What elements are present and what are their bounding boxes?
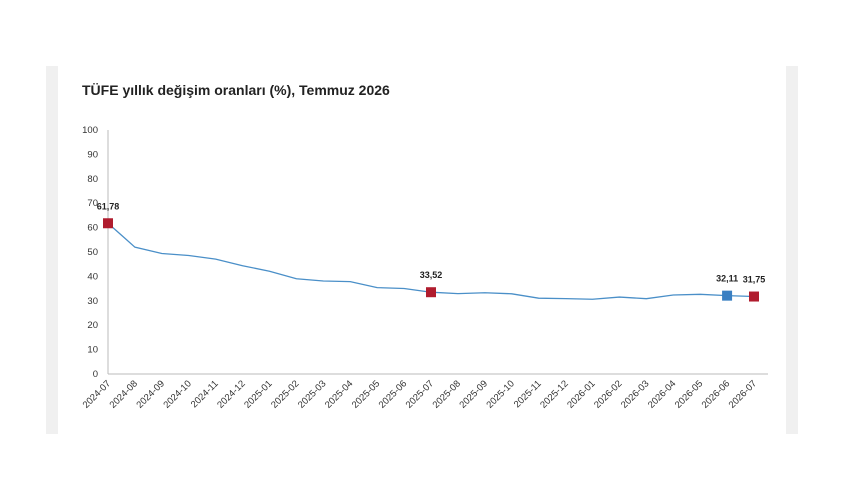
x-tick-label: 2026-01 xyxy=(565,378,597,410)
data-labels: 61,78 33,52 32,11 31,75 xyxy=(97,201,766,284)
highlight-markers xyxy=(103,218,759,302)
chart-card xyxy=(58,66,786,434)
x-tick-label: 2026-02 xyxy=(592,378,624,410)
data-label: 61,78 xyxy=(97,201,120,211)
x-tick-label: 2026-07 xyxy=(727,378,759,410)
y-tick-label: 80 xyxy=(87,174,98,185)
y-tick-label: 30 xyxy=(87,296,98,307)
y-tick-label: 60 xyxy=(87,223,98,234)
y-tick-label: 90 xyxy=(87,149,98,160)
y-tick-label: 40 xyxy=(87,271,98,282)
x-tick-label: 2024-09 xyxy=(135,378,167,410)
y-tick-label: 70 xyxy=(87,198,98,209)
x-tick-label: 2026-05 xyxy=(673,378,705,410)
x-tick-label: 2025-02 xyxy=(269,378,301,410)
x-tick-label: 2025-06 xyxy=(377,378,409,410)
x-tick-label: 2024-12 xyxy=(215,378,247,410)
data-label: 32,11 xyxy=(716,274,738,284)
data-label: 33,52 xyxy=(420,270,443,280)
highlight-marker xyxy=(103,218,113,229)
highlight-marker xyxy=(722,290,733,301)
x-tick-labels: 2024-072024-082024-092024-102024-112024-… xyxy=(81,378,759,410)
x-tick-label: 2024-10 xyxy=(161,378,193,410)
x-tick-label: 2025-01 xyxy=(242,378,274,410)
x-tick-label: 2025-07 xyxy=(404,378,436,410)
y-tick-label: 50 xyxy=(87,247,98,258)
x-tick-label: 2025-03 xyxy=(296,378,328,410)
chart-title: TÜFE yıllık değişim oranları (%), Temmuz… xyxy=(82,82,390,98)
x-tick-label: 2025-08 xyxy=(431,378,463,410)
x-tick-label: 2024-11 xyxy=(189,378,221,410)
x-tick-label: 2024-07 xyxy=(81,378,113,410)
right-side-band xyxy=(786,66,798,434)
x-tick-label: 2025-12 xyxy=(538,378,570,410)
highlight-marker xyxy=(749,291,759,302)
x-tick-label: 2026-04 xyxy=(646,378,678,410)
x-tick-label: 2025-09 xyxy=(458,378,490,410)
x-tick-label: 2025-10 xyxy=(484,378,516,410)
left-side-band xyxy=(46,66,58,434)
x-tick-label: 2025-04 xyxy=(323,378,355,410)
highlight-marker xyxy=(426,287,436,298)
x-tick-label: 2026-03 xyxy=(619,378,651,410)
y-tick-label: 10 xyxy=(87,345,98,356)
x-tick-label: 2025-11 xyxy=(512,378,544,410)
x-tick-label: 2026-06 xyxy=(700,378,732,410)
y-tick-labels: 0 10 20 30 40 50 60 70 80 90 100 xyxy=(82,125,98,380)
x-tick-label: 2025-05 xyxy=(350,378,382,410)
data-label: 31,75 xyxy=(743,275,766,285)
y-tick-label: 0 xyxy=(93,369,98,380)
y-tick-label: 20 xyxy=(87,320,98,331)
x-tick-label: 2024-08 xyxy=(108,378,140,410)
y-tick-label: 100 xyxy=(82,125,98,136)
